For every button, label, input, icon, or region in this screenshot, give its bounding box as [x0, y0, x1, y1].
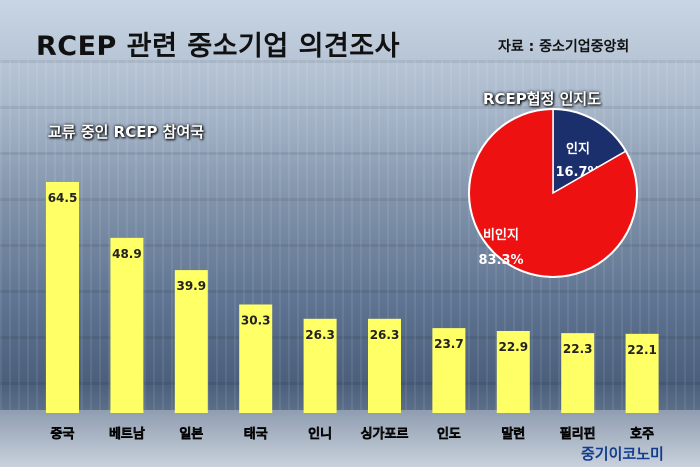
category-label: 인도 — [437, 426, 461, 442]
bar-value-label: 22.3 — [563, 342, 593, 356]
bar-value-label: 39.9 — [176, 279, 206, 293]
pie-outline — [468, 108, 638, 278]
category-label: 중국 — [51, 427, 75, 442]
category-label: 필리핀 — [560, 426, 596, 442]
bar-value-label: 30.3 — [241, 313, 271, 327]
bar-value-label: 22.1 — [627, 343, 657, 357]
bar-value-label: 48.9 — [112, 247, 142, 261]
pie-slice-value: 83.3% — [478, 253, 523, 268]
ground-background — [0, 410, 700, 467]
category-label: 인니 — [308, 426, 332, 442]
category-label: 말련 — [501, 426, 525, 442]
pie-chart-title: RCEP협정 인지도 — [483, 90, 602, 108]
bar — [174, 270, 208, 413]
bar-value-label: 26.3 — [370, 328, 400, 342]
bar — [561, 333, 595, 413]
bar — [239, 304, 273, 413]
page-title: RCEP 관련 중소기업 의견조사 — [36, 31, 400, 62]
category-label: 태국 — [244, 427, 268, 442]
brand-logo: 중기이코노미 — [581, 445, 664, 463]
pie-slice-label: 비인지 — [483, 227, 519, 243]
bar-value-label: 23.7 — [434, 337, 464, 351]
bar — [625, 333, 659, 413]
bar-value-label: 64.5 — [48, 191, 78, 205]
pie-slice-label: 인지 — [566, 141, 590, 157]
bar-value-label: 22.9 — [498, 340, 528, 354]
category-label: 싱가포르 — [361, 427, 409, 442]
bar — [368, 318, 401, 413]
bar — [432, 328, 466, 413]
bar — [46, 182, 79, 413]
category-label: 베트남 — [109, 426, 145, 442]
bar — [496, 330, 530, 413]
category-label: 일본 — [179, 427, 203, 442]
bar-value-label: 26.3 — [305, 328, 335, 342]
bar — [110, 237, 144, 413]
source-note: 자료 : 중소기업중앙회 — [498, 39, 630, 55]
bar — [303, 318, 337, 413]
bar-chart-title: 교류 중인 RCEP 참여국 — [48, 123, 205, 141]
category-label: 호주 — [630, 427, 654, 442]
